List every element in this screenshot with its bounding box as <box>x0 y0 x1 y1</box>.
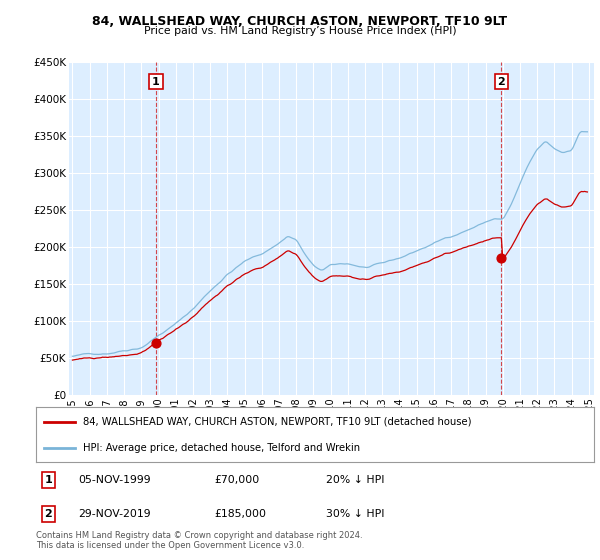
Text: 84, WALLSHEAD WAY, CHURCH ASTON, NEWPORT, TF10 9LT (detached house): 84, WALLSHEAD WAY, CHURCH ASTON, NEWPORT… <box>83 417 472 427</box>
Point <box>497 253 506 262</box>
Text: 84, WALLSHEAD WAY, CHURCH ASTON, NEWPORT, TF10 9LT: 84, WALLSHEAD WAY, CHURCH ASTON, NEWPORT… <box>92 15 508 27</box>
Text: 05-NOV-1999: 05-NOV-1999 <box>78 475 151 485</box>
Text: HPI: Average price, detached house, Telford and Wrekin: HPI: Average price, detached house, Telf… <box>83 444 361 453</box>
Text: £70,000: £70,000 <box>215 475 260 485</box>
Text: 29-NOV-2019: 29-NOV-2019 <box>78 509 151 519</box>
Text: Price paid vs. HM Land Registry’s House Price Index (HPI): Price paid vs. HM Land Registry’s House … <box>143 26 457 36</box>
Text: 2: 2 <box>497 77 505 87</box>
Text: 1: 1 <box>152 77 160 87</box>
Text: 30% ↓ HPI: 30% ↓ HPI <box>326 509 385 519</box>
Point <box>151 338 161 347</box>
Text: 1: 1 <box>44 475 52 485</box>
Text: Contains HM Land Registry data © Crown copyright and database right 2024.
This d: Contains HM Land Registry data © Crown c… <box>36 531 362 550</box>
Text: 2: 2 <box>44 509 52 519</box>
Text: £185,000: £185,000 <box>215 509 266 519</box>
Text: 20% ↓ HPI: 20% ↓ HPI <box>326 475 385 485</box>
